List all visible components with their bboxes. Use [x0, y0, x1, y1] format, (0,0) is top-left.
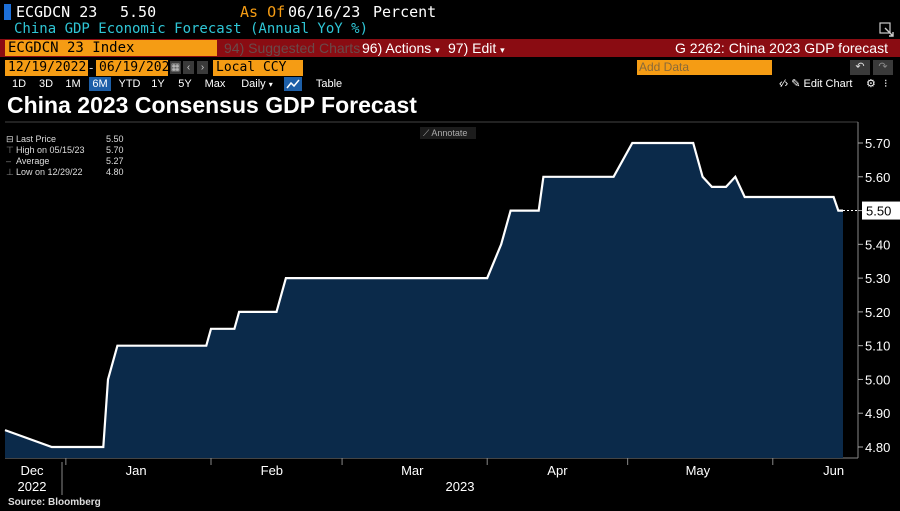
add-data-input[interactable]: Add Data [637, 60, 772, 75]
y-tick-label: 5.60 [865, 170, 890, 185]
last-value: 5.50 [120, 3, 157, 21]
legend-label-average: Average [16, 156, 50, 166]
x-tick-label: Dec [20, 463, 44, 478]
security-description: China GDP Economic Forecast (Annual YoY … [14, 21, 369, 37]
high-marker-icon: ⊤ [6, 145, 14, 155]
line-chart-icon [286, 79, 300, 89]
legend-collapse-icon[interactable]: ⊟ [6, 134, 14, 144]
x-tick-label: Jan [126, 463, 147, 478]
period-ytd[interactable]: YTD [118, 78, 141, 90]
next-arrow-icon[interactable]: › [197, 61, 208, 74]
currency-label: Local CCY [216, 60, 287, 75]
chevrons-icon: ‹⁄› [779, 78, 789, 90]
prev-arrow-icon[interactable]: ‹ [183, 61, 194, 74]
y-tick-label: 5.10 [865, 339, 890, 354]
low-marker-icon: ⊥ [6, 167, 14, 177]
series-line [4, 141, 843, 449]
description-row: China GDP Economic Forecast (Annual YoY … [0, 20, 900, 38]
annotate-button[interactable]: ⟋ Annotate [420, 127, 476, 139]
chart-source: Source: Bloomberg [8, 497, 101, 508]
edit-chart-button[interactable]: ‹⁄› ✎ Edit Chart [779, 77, 852, 90]
unit-label: Percent [373, 3, 437, 21]
period-5y[interactable]: 5Y [178, 78, 192, 90]
caret-down-icon: ▾ [268, 80, 273, 89]
average-marker-icon: – [6, 156, 12, 166]
last-value-label: 5.50 [866, 204, 891, 219]
y-tick-label: 4.90 [865, 406, 890, 421]
date-range-bar: 12/19/2022 - 06/19/2023 ▦ ‹ › Local CCY … [0, 60, 900, 76]
chart-title: China 2023 Consensus GDP Forecast [7, 92, 417, 118]
more-options-icon[interactable]: ⁝ [884, 78, 888, 90]
y-tick-label: 5.40 [865, 237, 890, 252]
asof-date: 06/16/23 [288, 3, 361, 21]
legend-value-high: 5.70 [106, 145, 124, 155]
y-tick-label: 5.30 [865, 271, 890, 286]
period-6m[interactable]: 6M [89, 77, 111, 91]
legend-label-high: High on 05/15/23 [16, 145, 85, 155]
calendar-icon[interactable]: ▦ [170, 61, 181, 74]
chart-type-icon[interactable] [284, 77, 302, 91]
legend-label-last: Last Price [16, 134, 57, 144]
legend-value-last: 5.50 [106, 134, 124, 144]
x-tick-label: Feb [261, 463, 283, 478]
chart-legend: ⊟ Last Price 5.50 ⊤ High on 05/15/23 5.7… [6, 134, 128, 179]
y-tick-label: 4.80 [865, 440, 890, 455]
security-header: ECGDCN 23 5.50 As Of 06/16/23 Percent [0, 2, 900, 21]
x-tick-label: Apr [547, 463, 568, 478]
ticker-label: ECGDCN 23 [16, 3, 98, 21]
edit-label: 97) Edit [448, 40, 497, 56]
period-3d[interactable]: 3D [38, 78, 54, 90]
x-year-label: 2022 [18, 479, 47, 494]
command-bar: ECGDCN 23 Index 94) Suggested Charts 96)… [0, 39, 900, 57]
legend-value-average: 5.27 [106, 156, 124, 166]
period-1y[interactable]: 1Y [151, 78, 165, 90]
actions-label: 96) Actions [362, 40, 432, 56]
settings-icon[interactable]: ⚙ [866, 78, 876, 90]
function-title: G 2262: China 2023 GDP forecast [675, 40, 888, 56]
annotate-label: Annotate [431, 128, 468, 138]
series-area-fill [5, 143, 843, 458]
y-tick-label: 5.70 [865, 136, 890, 151]
end-date-field[interactable]: 06/19/2023 [96, 60, 177, 76]
currency-field[interactable]: Local CCY [213, 60, 303, 76]
undo-icon[interactable]: ↶ [850, 60, 870, 75]
y-tick-label: 5.00 [865, 372, 890, 387]
x-tick-label: Jun [823, 463, 844, 478]
frequency-label: Daily [241, 78, 266, 90]
period-bar: 1D 3D 1M 6M YTD 1Y 5Y Max Daily ▾ Table … [0, 77, 900, 92]
pencil-icon: ✎ [791, 78, 801, 90]
legend-value-low: 4.80 [106, 167, 124, 177]
popout-icon[interactable] [879, 22, 895, 38]
suggested-charts-menu[interactable]: 94) Suggested Charts [224, 40, 361, 56]
frequency-dropdown[interactable]: Daily ▾ [234, 77, 280, 91]
edit-chart-label: Edit Chart [803, 78, 853, 90]
actions-menu[interactable]: 96) Actions ▾ [362, 40, 440, 56]
period-1d[interactable]: 1D [11, 78, 27, 90]
redo-icon[interactable]: ↷ [873, 60, 893, 75]
caret-down-icon: ▾ [500, 45, 505, 55]
x-tick-label: Mar [401, 463, 424, 478]
plot-area: 5.70 5.60 5.40 5.30 5.20 5.10 5.00 4.90 4.80 5.50… [4, 121, 900, 495]
security-field[interactable]: ECGDCN 23 Index [5, 40, 217, 56]
legend-label-low: Low on 12/29/22 [16, 167, 83, 177]
edit-menu[interactable]: 97) Edit ▾ [448, 40, 505, 56]
annotate-pencil-icon: ⟋ [423, 128, 430, 138]
x-year-label: 2023 [446, 479, 475, 494]
date-separator: - [89, 60, 94, 75]
last-value-badge [862, 201, 900, 220]
caret-down-icon: ▾ [435, 45, 440, 55]
y-tick-label: 5.20 [865, 305, 890, 320]
x-tick-label: May [686, 463, 711, 478]
asof-label: As Of [240, 3, 286, 21]
table-button[interactable]: Table [315, 78, 343, 90]
period-max[interactable]: Max [204, 78, 226, 90]
start-date-field[interactable]: 12/19/2022 [5, 60, 88, 76]
ticker-color-marker [4, 4, 11, 20]
period-1m[interactable]: 1M [65, 78, 81, 90]
